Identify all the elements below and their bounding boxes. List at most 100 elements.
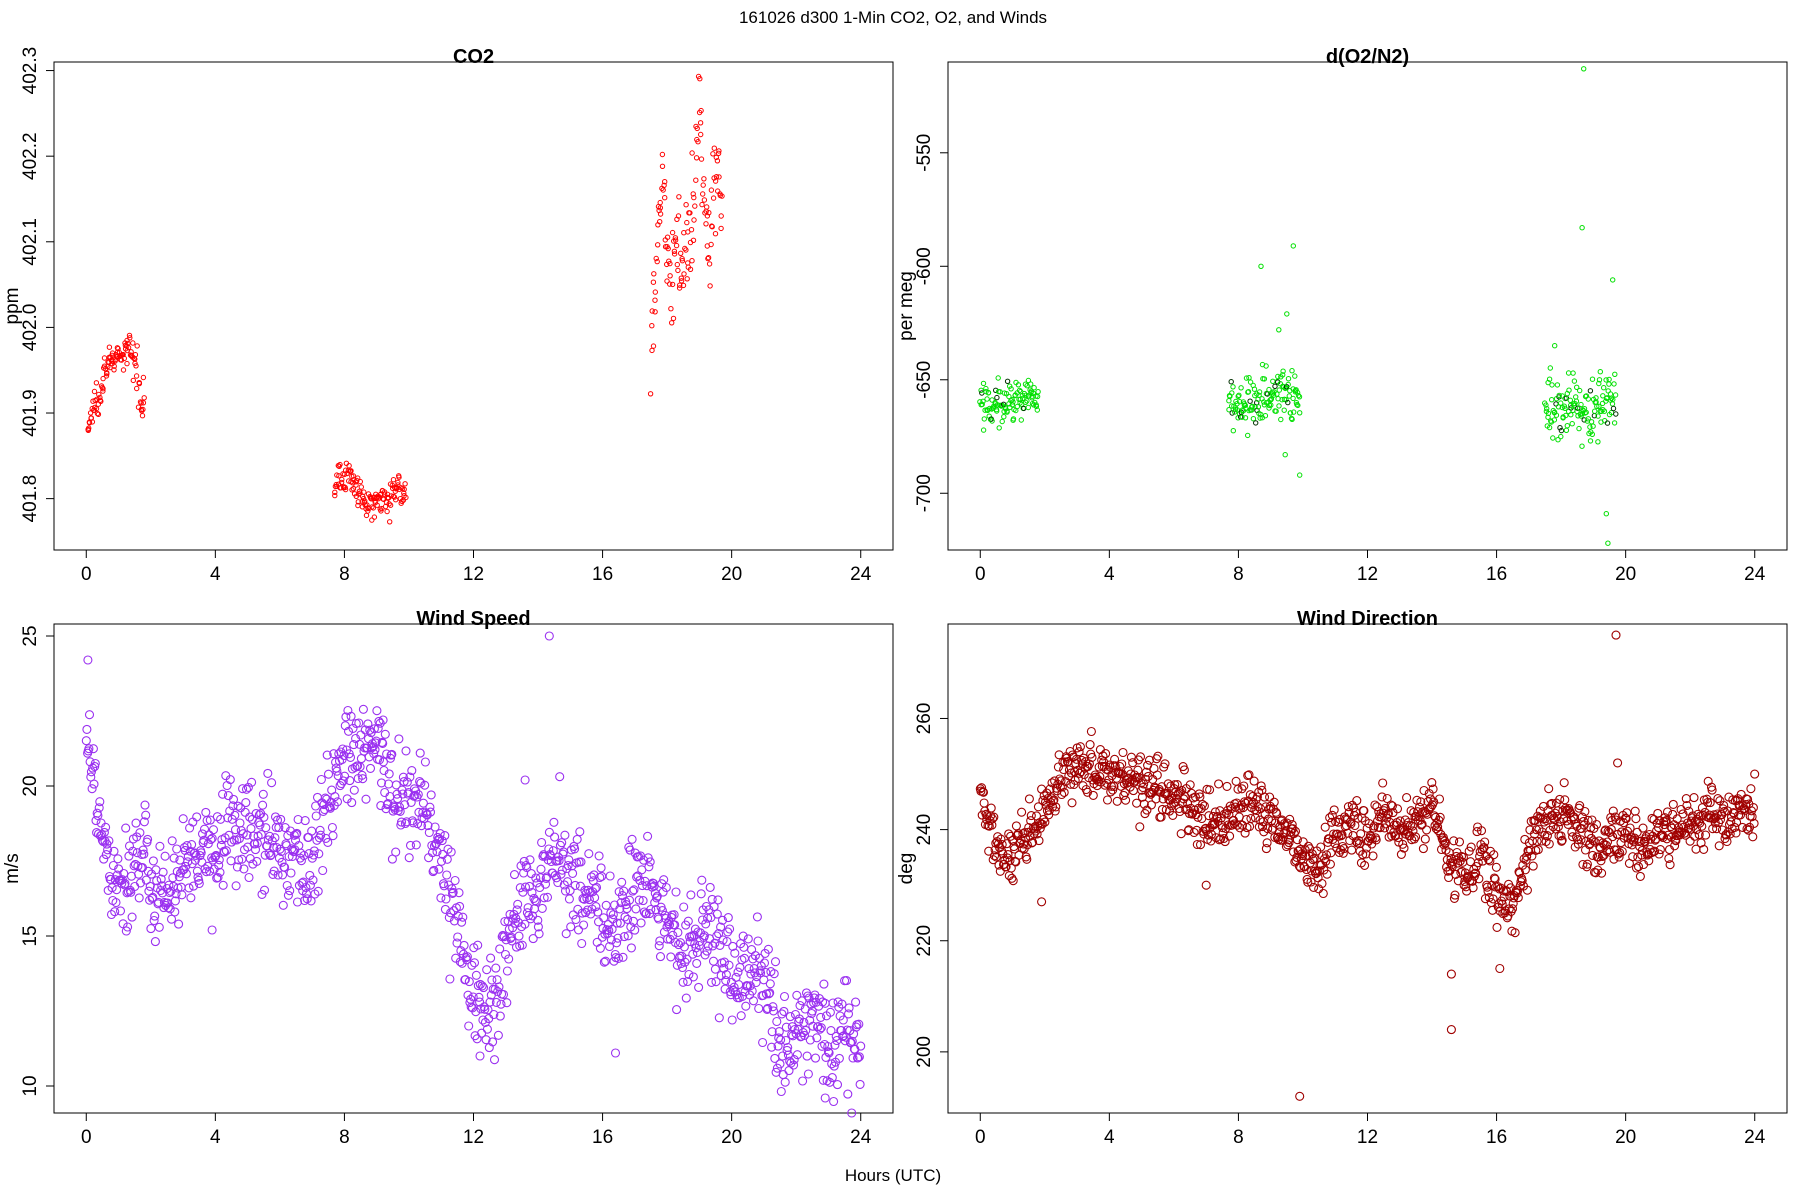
data-point <box>829 1096 839 1107</box>
data-point <box>570 880 580 890</box>
co2-x-tick-label: 8 <box>339 564 350 585</box>
data-point <box>1021 390 1028 397</box>
data-point <box>742 980 752 991</box>
data-point <box>170 907 180 917</box>
data-point <box>205 815 215 825</box>
data-point <box>606 935 616 945</box>
data-point <box>1293 387 1299 393</box>
data-point <box>537 837 547 848</box>
data-point <box>1368 851 1378 861</box>
data-point <box>1273 408 1279 414</box>
data-point <box>683 202 689 208</box>
data-point <box>411 840 421 850</box>
data-point <box>357 770 367 780</box>
data-point <box>1439 840 1449 850</box>
data-point <box>166 914 177 924</box>
data-point <box>740 987 750 997</box>
data-point <box>570 844 580 854</box>
data-point <box>91 388 98 395</box>
data-point <box>807 1006 817 1016</box>
data-point <box>213 872 223 883</box>
data-point <box>1022 399 1029 405</box>
data-point <box>539 893 549 903</box>
data-point <box>819 979 829 989</box>
data-point <box>669 910 679 920</box>
data-point <box>1635 871 1645 881</box>
data-point <box>591 902 601 912</box>
data-point <box>188 881 199 891</box>
data-point <box>643 831 653 841</box>
data-point <box>1193 812 1203 822</box>
data-point <box>1243 375 1250 381</box>
data-point <box>1595 413 1601 419</box>
data-point <box>386 750 396 760</box>
data-point <box>548 846 558 856</box>
co2-x-tick-label: 4 <box>210 564 221 585</box>
data-point <box>705 255 711 262</box>
data-point <box>781 1022 791 1032</box>
data-point <box>1075 742 1085 752</box>
data-point <box>1281 407 1287 413</box>
data-point <box>135 878 146 888</box>
data-point <box>1510 928 1520 938</box>
data-point <box>1467 876 1478 886</box>
data-point <box>1372 802 1382 812</box>
data-point <box>1548 822 1558 832</box>
data-point <box>1690 831 1700 841</box>
co2-y-tick-label: 402.0 <box>20 304 41 352</box>
data-point <box>1601 385 1607 391</box>
data-point <box>413 789 423 800</box>
data-point <box>1264 391 1271 397</box>
data-point <box>1446 1025 1456 1035</box>
co2-y-tick-label: 402.3 <box>20 47 41 95</box>
data-point <box>491 997 501 1007</box>
data-point <box>88 763 98 773</box>
data-point <box>699 931 709 941</box>
data-point <box>1400 815 1410 825</box>
data-point <box>150 911 160 921</box>
data-point <box>165 904 175 914</box>
data-point <box>801 1025 811 1035</box>
data-point <box>1381 819 1391 829</box>
data-point <box>1596 403 1602 409</box>
data-point <box>764 989 774 999</box>
data-point <box>475 997 485 1007</box>
data-point <box>694 982 704 992</box>
data-point <box>767 1042 777 1052</box>
data-point <box>684 969 694 980</box>
data-point <box>1731 828 1741 838</box>
data-point <box>568 868 578 878</box>
data-point <box>1008 386 1014 392</box>
o2-x-tick-label: 4 <box>1104 564 1115 585</box>
co2-y-tick-label: 401.8 <box>20 475 41 523</box>
data-point <box>1420 834 1430 844</box>
data-point <box>1294 389 1301 396</box>
data-point <box>356 491 362 497</box>
data-point <box>374 716 384 726</box>
data-point <box>1597 851 1607 862</box>
data-point <box>395 806 405 816</box>
data-point <box>727 1015 737 1025</box>
data-point <box>840 1036 850 1046</box>
data-point <box>281 840 292 851</box>
data-point <box>349 785 359 795</box>
data-point <box>459 940 469 950</box>
data-point <box>1344 808 1354 818</box>
data-point <box>675 267 681 274</box>
data-point <box>1214 779 1224 789</box>
data-point <box>1595 439 1601 445</box>
data-point <box>1528 861 1538 871</box>
data-point <box>1577 387 1583 394</box>
data-point <box>1301 864 1312 875</box>
data-point <box>1749 818 1759 828</box>
data-point <box>430 822 440 832</box>
data-point <box>453 932 463 942</box>
data-point <box>533 922 543 932</box>
data-point <box>716 174 722 180</box>
data-point <box>496 999 506 1009</box>
data-point <box>1247 379 1254 385</box>
data-point <box>369 724 379 734</box>
data-point <box>1172 780 1182 790</box>
data-point <box>1588 419 1595 425</box>
data-point <box>1079 769 1089 780</box>
